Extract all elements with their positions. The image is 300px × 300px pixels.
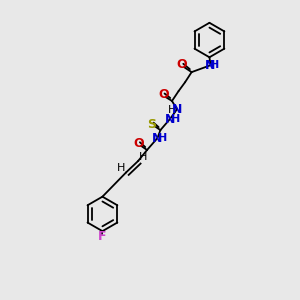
Text: N: N [152, 132, 163, 145]
Text: H: H [171, 114, 180, 124]
Text: N: N [172, 103, 182, 116]
Text: H: H [211, 60, 220, 70]
Text: H: H [168, 105, 176, 115]
Text: H: H [158, 133, 167, 143]
Text: H: H [139, 152, 148, 162]
Text: H: H [117, 163, 126, 173]
Text: O: O [158, 88, 169, 101]
Text: F: F [98, 230, 107, 243]
Text: O: O [177, 58, 188, 71]
Text: N: N [165, 112, 175, 126]
Text: S: S [147, 118, 156, 131]
Text: O: O [134, 137, 144, 150]
Text: N: N [205, 59, 215, 72]
